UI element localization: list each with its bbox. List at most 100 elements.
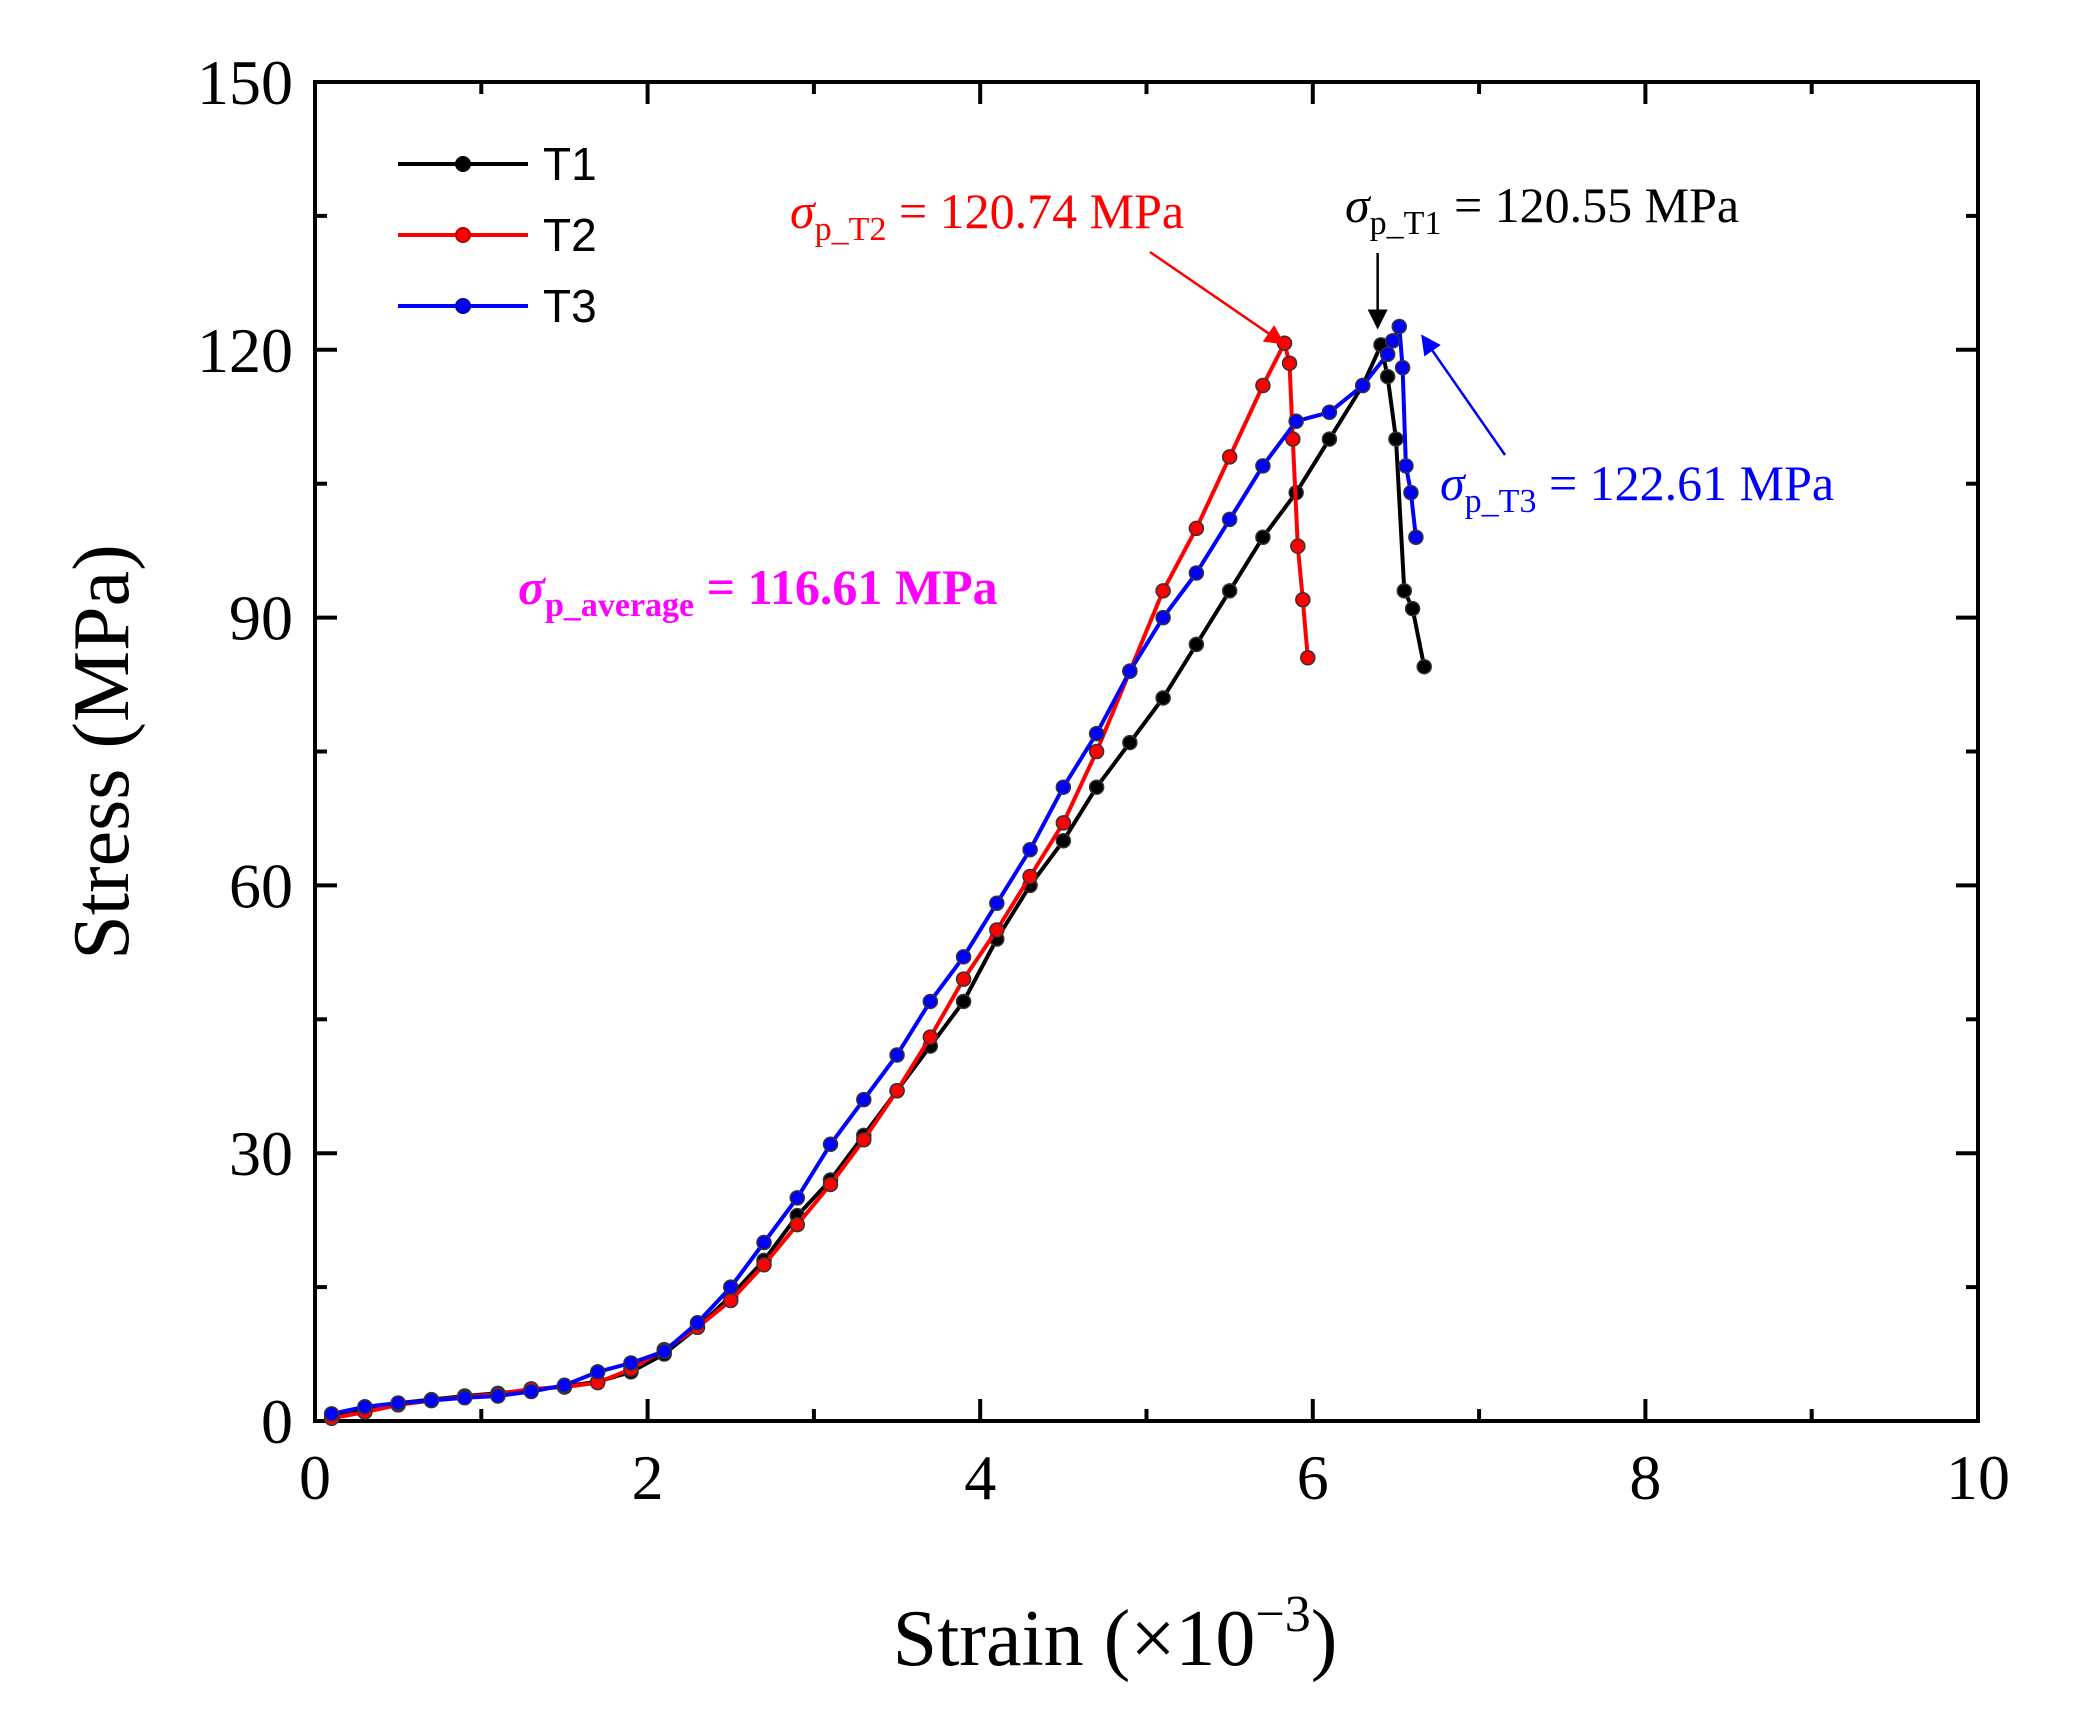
data-point-t1	[1416, 658, 1432, 675]
arrow-t3	[1421, 334, 1507, 456]
y-axis-title: Stress (MPa)	[58, 544, 146, 960]
data-point-t2	[1088, 743, 1105, 760]
x-tick-label: 4	[964, 1442, 996, 1513]
data-point-t3	[955, 949, 972, 965]
data-point-t1	[1055, 833, 1072, 849]
data-point-t3	[656, 1343, 672, 1360]
data-point-t2	[955, 971, 972, 987]
data-point-t3	[922, 993, 939, 1010]
data-point-t3	[1122, 663, 1138, 679]
data-point-t2	[1300, 650, 1316, 666]
data-point-t3	[1403, 484, 1419, 501]
data-point-t1	[1188, 636, 1205, 653]
annotation-t3: σp_T3 = 122.61 MPa	[1440, 455, 1834, 520]
data-point-t2	[1188, 520, 1205, 537]
x-tick-label: 6	[1297, 1442, 1329, 1513]
legend-item-t1[interactable]: T1	[398, 138, 597, 190]
data-point-t2	[1281, 355, 1298, 371]
data-point-t2	[989, 922, 1005, 938]
x-axis-title: Strain (×10−3)	[893, 1586, 1338, 1683]
legend-item-t3[interactable]: T3	[398, 280, 597, 332]
data-point-t1	[1221, 583, 1238, 599]
data-point-t3	[423, 1392, 440, 1409]
x-tick-label: 0	[299, 1442, 331, 1513]
data-point-t3	[523, 1383, 539, 1400]
data-point-t3	[856, 1091, 872, 1108]
data-point-t1	[1396, 583, 1413, 599]
data-point-t3	[1055, 779, 1072, 795]
data-point-t3	[556, 1377, 573, 1394]
series-line-t2	[331, 341, 1310, 1421]
data-point-t1	[1122, 734, 1138, 751]
series-t1	[323, 337, 1432, 1425]
y-tick-label: 0	[261, 1386, 293, 1457]
data-point-t1	[1255, 529, 1271, 546]
data-point-t1	[1388, 431, 1404, 447]
data-point-t2	[856, 1132, 872, 1148]
y-tick-label: 150	[197, 47, 293, 118]
data-point-t3	[1221, 511, 1238, 528]
axis-tick-labels: 0 2 4 6 8 10 0 30 60 90 120 150	[197, 47, 2010, 1513]
data-point-t3	[1022, 841, 1038, 858]
data-point-t2	[1290, 538, 1306, 554]
data-point-t3	[989, 895, 1005, 912]
data-point-t3	[1384, 333, 1401, 349]
data-point-t3	[1394, 359, 1411, 376]
data-point-t1	[1321, 431, 1338, 447]
data-point-t3	[589, 1364, 606, 1380]
data-point-t3	[822, 1136, 839, 1153]
data-point-t3	[1088, 725, 1105, 742]
data-point-t1	[1088, 779, 1105, 795]
data-point-t3	[357, 1398, 373, 1415]
data-point-t3	[1391, 318, 1408, 335]
data-point-t1	[1155, 690, 1171, 706]
legend-label-t1: T1	[543, 138, 597, 190]
data-point-t2	[1255, 377, 1271, 394]
data-point-t2	[1022, 868, 1038, 885]
data-point-t3	[889, 1047, 905, 1063]
data-point-t2	[822, 1176, 839, 1193]
data-point-t3	[1255, 458, 1271, 474]
legend-item-t2[interactable]: T2	[398, 209, 597, 261]
data-point-t3	[756, 1234, 772, 1251]
data-point-t2	[756, 1257, 772, 1273]
y-tick-label: 60	[229, 850, 293, 921]
data-point-t2	[723, 1292, 739, 1309]
data-point-t3	[1379, 346, 1396, 363]
data-point-t3	[490, 1388, 506, 1404]
data-point-t3	[1321, 404, 1338, 421]
data-point-t2	[1276, 335, 1293, 351]
data-point-t2	[889, 1082, 905, 1099]
axis-ticks	[313, 80, 1980, 1423]
y-tick-label: 120	[197, 315, 293, 386]
series-line-t1	[331, 342, 1427, 1419]
x-tick-label: 10	[1946, 1442, 2010, 1513]
data-point-t3	[323, 1406, 340, 1422]
legend: T1 T2 T3	[398, 138, 597, 332]
y-tick-label: 30	[229, 1118, 293, 1189]
data-point-t3	[1398, 458, 1414, 474]
data-point-t2	[1221, 449, 1238, 465]
data-point-t3	[789, 1190, 806, 1206]
annotation-t2: σp_T2 = 120.74 MPa	[790, 183, 1184, 248]
data-point-t3	[390, 1395, 406, 1411]
arrow-t2	[1149, 250, 1285, 345]
data-point-t2	[1285, 431, 1301, 447]
data-point-t1	[1404, 600, 1421, 617]
data-point-t3	[1408, 529, 1424, 546]
series-layer	[323, 318, 1432, 1427]
x-tick-label: 8	[1629, 1442, 1661, 1513]
data-point-t2	[789, 1216, 806, 1233]
annotation-t1: σp_T1 = 120.55 MPa	[1345, 177, 1739, 242]
data-point-t3	[689, 1315, 706, 1331]
data-point-t1	[955, 993, 972, 1010]
series-t3	[323, 318, 1424, 1422]
data-point-t3	[623, 1355, 639, 1371]
data-point-t2	[1055, 815, 1072, 831]
data-point-t3	[1155, 609, 1171, 626]
annotation-arrows	[1149, 250, 1507, 456]
series-t2	[323, 335, 1316, 1427]
data-point-t2	[1155, 583, 1171, 599]
data-point-t3	[1354, 377, 1371, 394]
